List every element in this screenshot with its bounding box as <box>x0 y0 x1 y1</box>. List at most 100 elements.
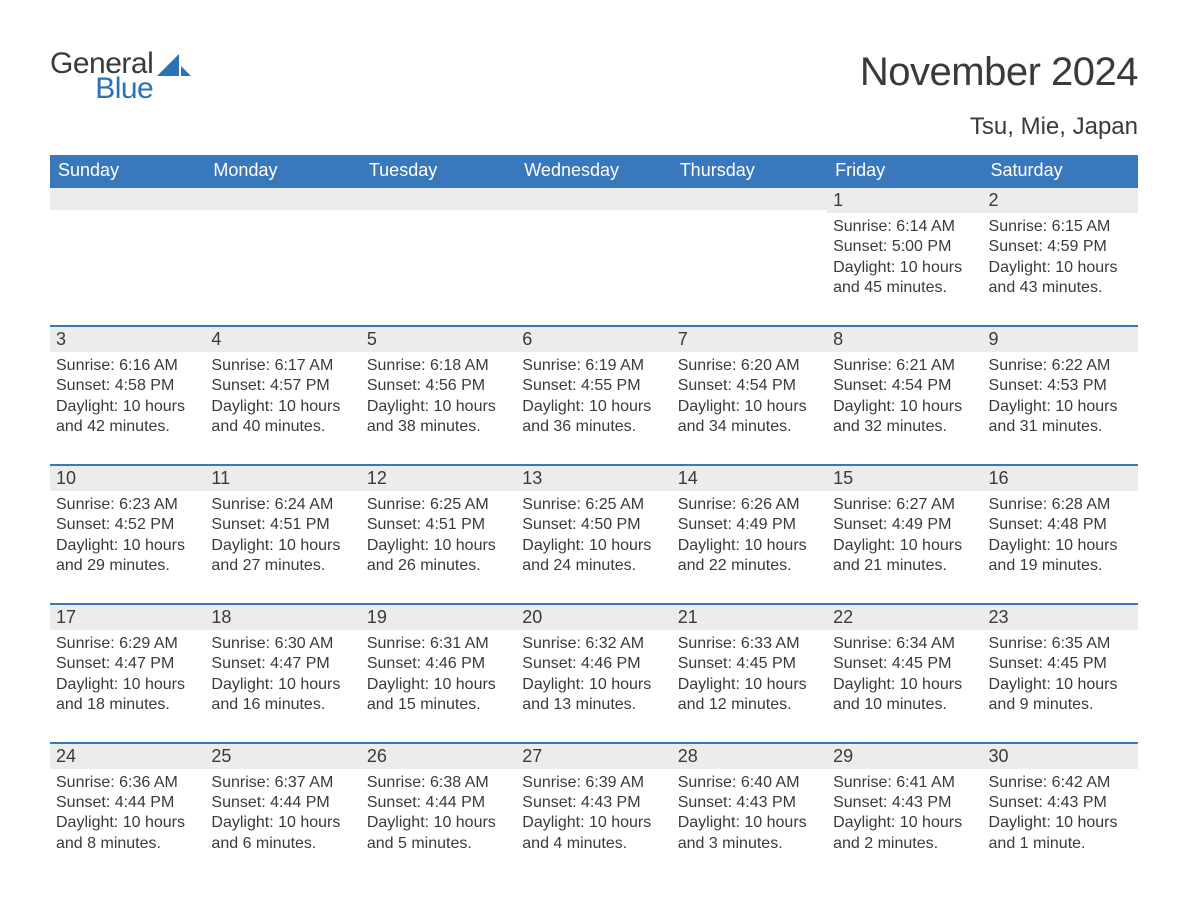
daylight-text: Daylight: 10 hours and 22 minutes. <box>678 536 821 577</box>
calendar-day-cell: 16Sunrise: 6:28 AMSunset: 4:48 PMDayligh… <box>983 464 1138 603</box>
calendar-day-cell: 11Sunrise: 6:24 AMSunset: 4:51 PMDayligh… <box>205 464 360 603</box>
daylight-text: Daylight: 10 hours and 16 minutes. <box>211 675 354 716</box>
calendar-week-row: 3Sunrise: 6:16 AMSunset: 4:58 PMDaylight… <box>50 325 1138 464</box>
day-details <box>205 210 360 318</box>
day-details: Sunrise: 6:40 AMSunset: 4:43 PMDaylight:… <box>672 769 827 881</box>
day-number: 22 <box>827 603 982 630</box>
sunrise-text: Sunrise: 6:23 AM <box>56 495 199 515</box>
day-details: Sunrise: 6:16 AMSunset: 4:58 PMDaylight:… <box>50 352 205 464</box>
day-number <box>672 186 827 210</box>
sunset-text: Sunset: 4:43 PM <box>678 793 821 813</box>
daylight-text: Daylight: 10 hours and 26 minutes. <box>367 536 510 577</box>
daylight-text: Daylight: 10 hours and 13 minutes. <box>522 675 665 716</box>
day-number: 2 <box>983 186 1138 213</box>
sunset-text: Sunset: 4:54 PM <box>678 376 821 396</box>
calendar-day-cell: 13 Sunrise: 6:25 AMSunset: 4:50 PMDayligh… <box>516 464 671 603</box>
sunset-text: Sunset: 4:54 PM <box>833 376 976 396</box>
day-number <box>205 186 360 210</box>
day-number: 11 <box>205 464 360 491</box>
sunset-text: Sunset: 4:48 PM <box>989 515 1132 535</box>
day-number: 17 <box>50 603 205 630</box>
day-details: Sunrise: 6:35 AMSunset: 4:45 PMDaylight:… <box>983 630 1138 742</box>
daylight-text: Daylight: 10 hours and 24 minutes. <box>522 536 665 577</box>
calendar-day-cell: 20Sunrise: 6:32 AMSunset: 4:46 PMDayligh… <box>516 603 671 742</box>
sunset-text: Sunset: 4:56 PM <box>367 376 510 396</box>
calendar-day-cell: 22Sunrise: 6:34 AMSunset: 4:45 PMDayligh… <box>827 603 982 742</box>
calendar-day-cell <box>205 186 360 325</box>
day-details <box>672 210 827 318</box>
day-details: Sunrise: 6:33 AMSunset: 4:45 PMDaylight:… <box>672 630 827 742</box>
day-details: Sunrise: 6:21 AMSunset: 4:54 PMDaylight:… <box>827 352 982 464</box>
day-number: 21 <box>672 603 827 630</box>
day-details: Sunrise: 6:25 AMSunset: 4:51 PMDaylight:… <box>361 491 516 603</box>
day-number: 13 <box>516 464 671 491</box>
calendar-day-cell: 7Sunrise: 6:20 AMSunset: 4:54 PMDaylight… <box>672 325 827 464</box>
sunrise-text: Sunrise: 6:42 AM <box>989 773 1132 793</box>
calendar-table: Sunday Monday Tuesday Wednesday Thursday… <box>50 155 1138 880</box>
daylight-text: Daylight: 10 hours and 18 minutes. <box>56 675 199 716</box>
calendar-day-cell: 15Sunrise: 6:27 AMSunset: 4:49 PMDayligh… <box>827 464 982 603</box>
calendar-day-cell: 9Sunrise: 6:22 AMSunset: 4:53 PMDaylight… <box>983 325 1138 464</box>
calendar-day-cell: 27Sunrise: 6:39 AMSunset: 4:43 PMDayligh… <box>516 742 671 881</box>
calendar-week-row: 17Sunrise: 6:29 AMSunset: 4:47 PMDayligh… <box>50 603 1138 742</box>
daylight-text: Daylight: 10 hours and 45 minutes. <box>833 258 976 299</box>
sunset-text: Sunset: 4:44 PM <box>367 793 510 813</box>
daylight-text: Daylight: 10 hours and 40 minutes. <box>211 397 354 438</box>
sunset-text: Sunset: 4:51 PM <box>367 515 510 535</box>
day-number: 12 <box>361 464 516 491</box>
day-number: 27 <box>516 742 671 769</box>
sunrise-text: Sunrise: 6:40 AM <box>678 773 821 793</box>
sunrise-text: Sunrise: 6:30 AM <box>211 634 354 654</box>
day-details: Sunrise: 6:32 AMSunset: 4:46 PMDaylight:… <box>516 630 671 742</box>
sunrise-text: Sunrise: 6:41 AM <box>833 773 976 793</box>
calendar-day-cell: 23Sunrise: 6:35 AMSunset: 4:45 PMDayligh… <box>983 603 1138 742</box>
day-number: 25 <box>205 742 360 769</box>
daylight-text: Daylight: 10 hours and 29 minutes. <box>56 536 199 577</box>
weekday-header: Sunday <box>50 155 205 186</box>
calendar-day-cell: 24Sunrise: 6:36 AMSunset: 4:44 PMDayligh… <box>50 742 205 881</box>
sunrise-text: Sunrise: 6:14 AM <box>833 217 976 237</box>
day-number: 7 <box>672 325 827 352</box>
day-number <box>361 186 516 210</box>
sunrise-text: Sunrise: 6:34 AM <box>833 634 976 654</box>
page-title: November 2024 <box>860 50 1138 95</box>
sunrise-text: Sunrise: 6:17 AM <box>211 356 354 376</box>
day-number: 15 <box>827 464 982 491</box>
day-details: Sunrise: 6:24 AMSunset: 4:51 PMDaylight:… <box>205 491 360 603</box>
sunrise-text: Sunrise: 6:35 AM <box>989 634 1132 654</box>
sunrise-text: Sunrise: 6:36 AM <box>56 773 199 793</box>
calendar-day-cell: 14Sunrise: 6:26 AMSunset: 4:49 PMDayligh… <box>672 464 827 603</box>
sunrise-text: Sunrise: 6:22 AM <box>989 356 1132 376</box>
brand-sail-icon <box>157 54 191 80</box>
sunrise-text: Sunrise: 6:26 AM <box>678 495 821 515</box>
day-number: 1 <box>827 186 982 213</box>
title-block: November 2024 Tsu, Mie, Japan <box>860 50 1138 149</box>
sunset-text: Sunset: 4:45 PM <box>678 654 821 674</box>
sunrise-text: Sunrise: 6:16 AM <box>56 356 199 376</box>
day-details <box>50 210 205 318</box>
day-number: 9 <box>983 325 1138 352</box>
day-details: Sunrise: 6:38 AMSunset: 4:44 PMDaylight:… <box>361 769 516 881</box>
sunset-text: Sunset: 4:47 PM <box>56 654 199 674</box>
weekday-header: Saturday <box>983 155 1138 186</box>
sunrise-text: Sunrise: 6:25 AM <box>522 495 665 515</box>
day-details: Sunrise: 6:36 AMSunset: 4:44 PMDaylight:… <box>50 769 205 881</box>
day-number: 29 <box>827 742 982 769</box>
daylight-text: Daylight: 10 hours and 9 minutes. <box>989 675 1132 716</box>
day-number: 28 <box>672 742 827 769</box>
day-number: 4 <box>205 325 360 352</box>
sunset-text: Sunset: 4:59 PM <box>989 237 1132 257</box>
day-details <box>361 210 516 318</box>
calendar-day-cell: 8Sunrise: 6:21 AMSunset: 4:54 PMDaylight… <box>827 325 982 464</box>
weekday-header: Thursday <box>672 155 827 186</box>
calendar-day-cell: 2Sunrise: 6:15 AMSunset: 4:59 PMDaylight… <box>983 186 1138 325</box>
sunset-text: Sunset: 4:46 PM <box>367 654 510 674</box>
calendar-day-cell: 17Sunrise: 6:29 AMSunset: 4:47 PMDayligh… <box>50 603 205 742</box>
sunset-text: Sunset: 4:44 PM <box>56 793 199 813</box>
sunset-text: Sunset: 4:50 PM <box>522 515 665 535</box>
sunrise-text: Sunrise: 6:38 AM <box>367 773 510 793</box>
day-details: Sunrise: 6:28 AMSunset: 4:48 PMDaylight:… <box>983 491 1138 603</box>
sunset-text: Sunset: 4:53 PM <box>989 376 1132 396</box>
sunset-text: Sunset: 4:45 PM <box>989 654 1132 674</box>
calendar-day-cell: 28Sunrise: 6:40 AMSunset: 4:43 PMDayligh… <box>672 742 827 881</box>
